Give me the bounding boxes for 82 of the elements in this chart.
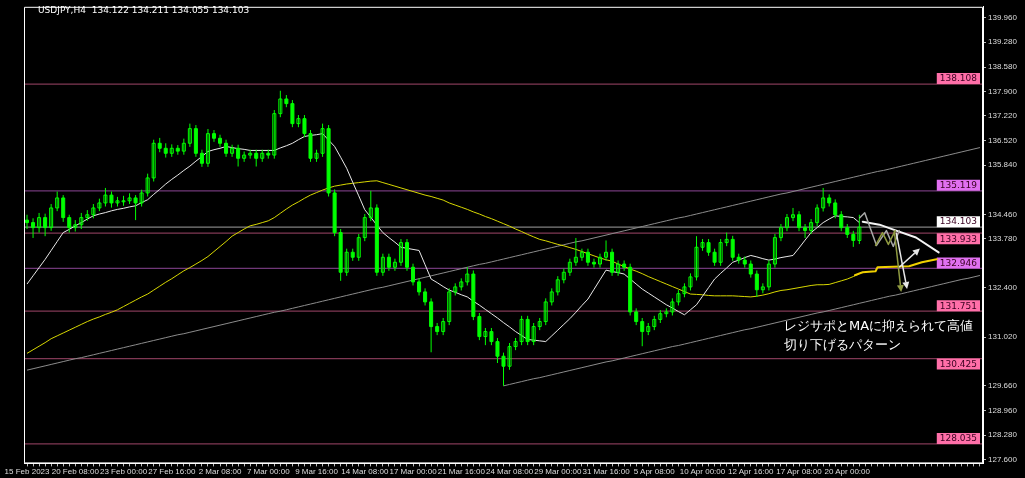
candlestick [447, 287, 452, 326]
candlestick [380, 253, 385, 277]
candlestick [573, 237, 578, 267]
ref-line-label: 131.751 [939, 300, 977, 311]
annotation: レジサポとMAに抑えられて高値切り下げるパターン [784, 317, 975, 354]
x-tick-label: 20 Feb 08:00 [51, 467, 100, 477]
x-tick-label: 9 Mar 16:00 [295, 467, 339, 477]
ref-line-label: 138.108 [939, 73, 978, 84]
x-tick-label: 20 Apr 00:00 [824, 467, 871, 477]
ref-line-label: 128.035 [939, 433, 977, 444]
candlestick [616, 259, 621, 277]
ref-line-label: 134.103 [939, 216, 977, 227]
y-tick-label: 133.780 [988, 233, 1018, 243]
candlestick [766, 259, 771, 291]
candlestick [809, 218, 814, 235]
candlestick [784, 213, 789, 232]
candlestick [362, 213, 367, 242]
y-tick-label: 128.960 [988, 406, 1018, 416]
candlestick [604, 239, 609, 262]
candlestick [37, 212, 42, 234]
x-tick-label: 17 Mar 00:00 [389, 467, 438, 477]
y-tick-label: 137.900 [988, 86, 1018, 96]
y-tick-label: 138.580 [988, 62, 1018, 72]
ref-line-label: 133.933 [939, 233, 977, 244]
candlestick [821, 187, 826, 213]
candlestick [368, 190, 373, 222]
candlestick [760, 282, 765, 294]
x-tick-label: 27 Feb 16:00 [148, 467, 196, 477]
y-tick-label: 127.600 [988, 454, 1018, 464]
x-tick-label: 21 Mar 16:00 [437, 467, 486, 477]
ref-line-label: 132.946 [939, 257, 978, 268]
y-tick-label: 137.220 [988, 110, 1018, 120]
x-tick-label: 29 Mar 00:00 [534, 467, 582, 477]
candlestick [356, 233, 361, 262]
candlestick [344, 248, 349, 277]
x-tick-label: 31 Mar 16:00 [582, 467, 631, 477]
x-tick-label: 14 Mar 08:00 [341, 467, 389, 477]
x-tick-label: 10 Apr 00:00 [679, 467, 726, 477]
x-tick-label: 7 Mar 00:00 [246, 467, 291, 477]
candlestick [543, 297, 548, 326]
candlestick [392, 258, 397, 272]
candlestick [404, 238, 410, 272]
candlestick [242, 151, 247, 163]
candlestick [579, 248, 584, 262]
candlestick [278, 90, 283, 118]
y-tick-label: 136.520 [988, 135, 1018, 145]
candlestick [791, 207, 796, 222]
candlestick [205, 128, 210, 168]
candlestick [778, 223, 783, 242]
x-tick-label: 15 Feb 2023 [4, 467, 51, 477]
candlestick [857, 214, 862, 245]
candlestick [555, 275, 560, 296]
ref-line-label: 135.119 [939, 180, 978, 191]
y-tick-label: 132.400 [988, 283, 1018, 293]
y-tick-label: 139.280 [988, 37, 1018, 47]
y-tick-label: 139.960 [988, 13, 1018, 23]
candlestick [55, 191, 60, 212]
y-tick-label: 129.660 [988, 381, 1018, 391]
x-tick-label: 5 Apr 08:00 [633, 467, 676, 477]
candlestick [230, 144, 235, 158]
candlestick [187, 123, 192, 148]
candlestick [272, 109, 277, 160]
y-tick-label: 135.840 [988, 160, 1018, 170]
candlestick [598, 253, 603, 269]
candlestick [465, 266, 470, 286]
y-tick-label: 131.020 [988, 332, 1018, 342]
ref-line-label: 130.425 [939, 358, 977, 369]
candlestick [49, 203, 54, 232]
candlestick [211, 129, 216, 143]
x-tick-label: 24 Mar 08:00 [485, 467, 534, 477]
chart-title: USDJPY,H4 134.122 134.211 134.055 134.103 [38, 5, 250, 15]
y-tick-label: 128.280 [988, 430, 1018, 440]
candlestick [398, 238, 403, 267]
candlestick [73, 219, 78, 233]
candlestick [151, 139, 156, 183]
y-tick-label: 134.460 [988, 209, 1018, 219]
x-tick-label: 2 Mar 08:00 [198, 467, 242, 477]
candlestick [772, 233, 777, 269]
x-tick-label: 17 Apr 08:00 [776, 467, 823, 477]
x-tick-label: 23 Feb 00:00 [99, 467, 148, 477]
candlestick [815, 203, 820, 227]
x-tick-label: 12 Apr 16:00 [728, 467, 775, 477]
